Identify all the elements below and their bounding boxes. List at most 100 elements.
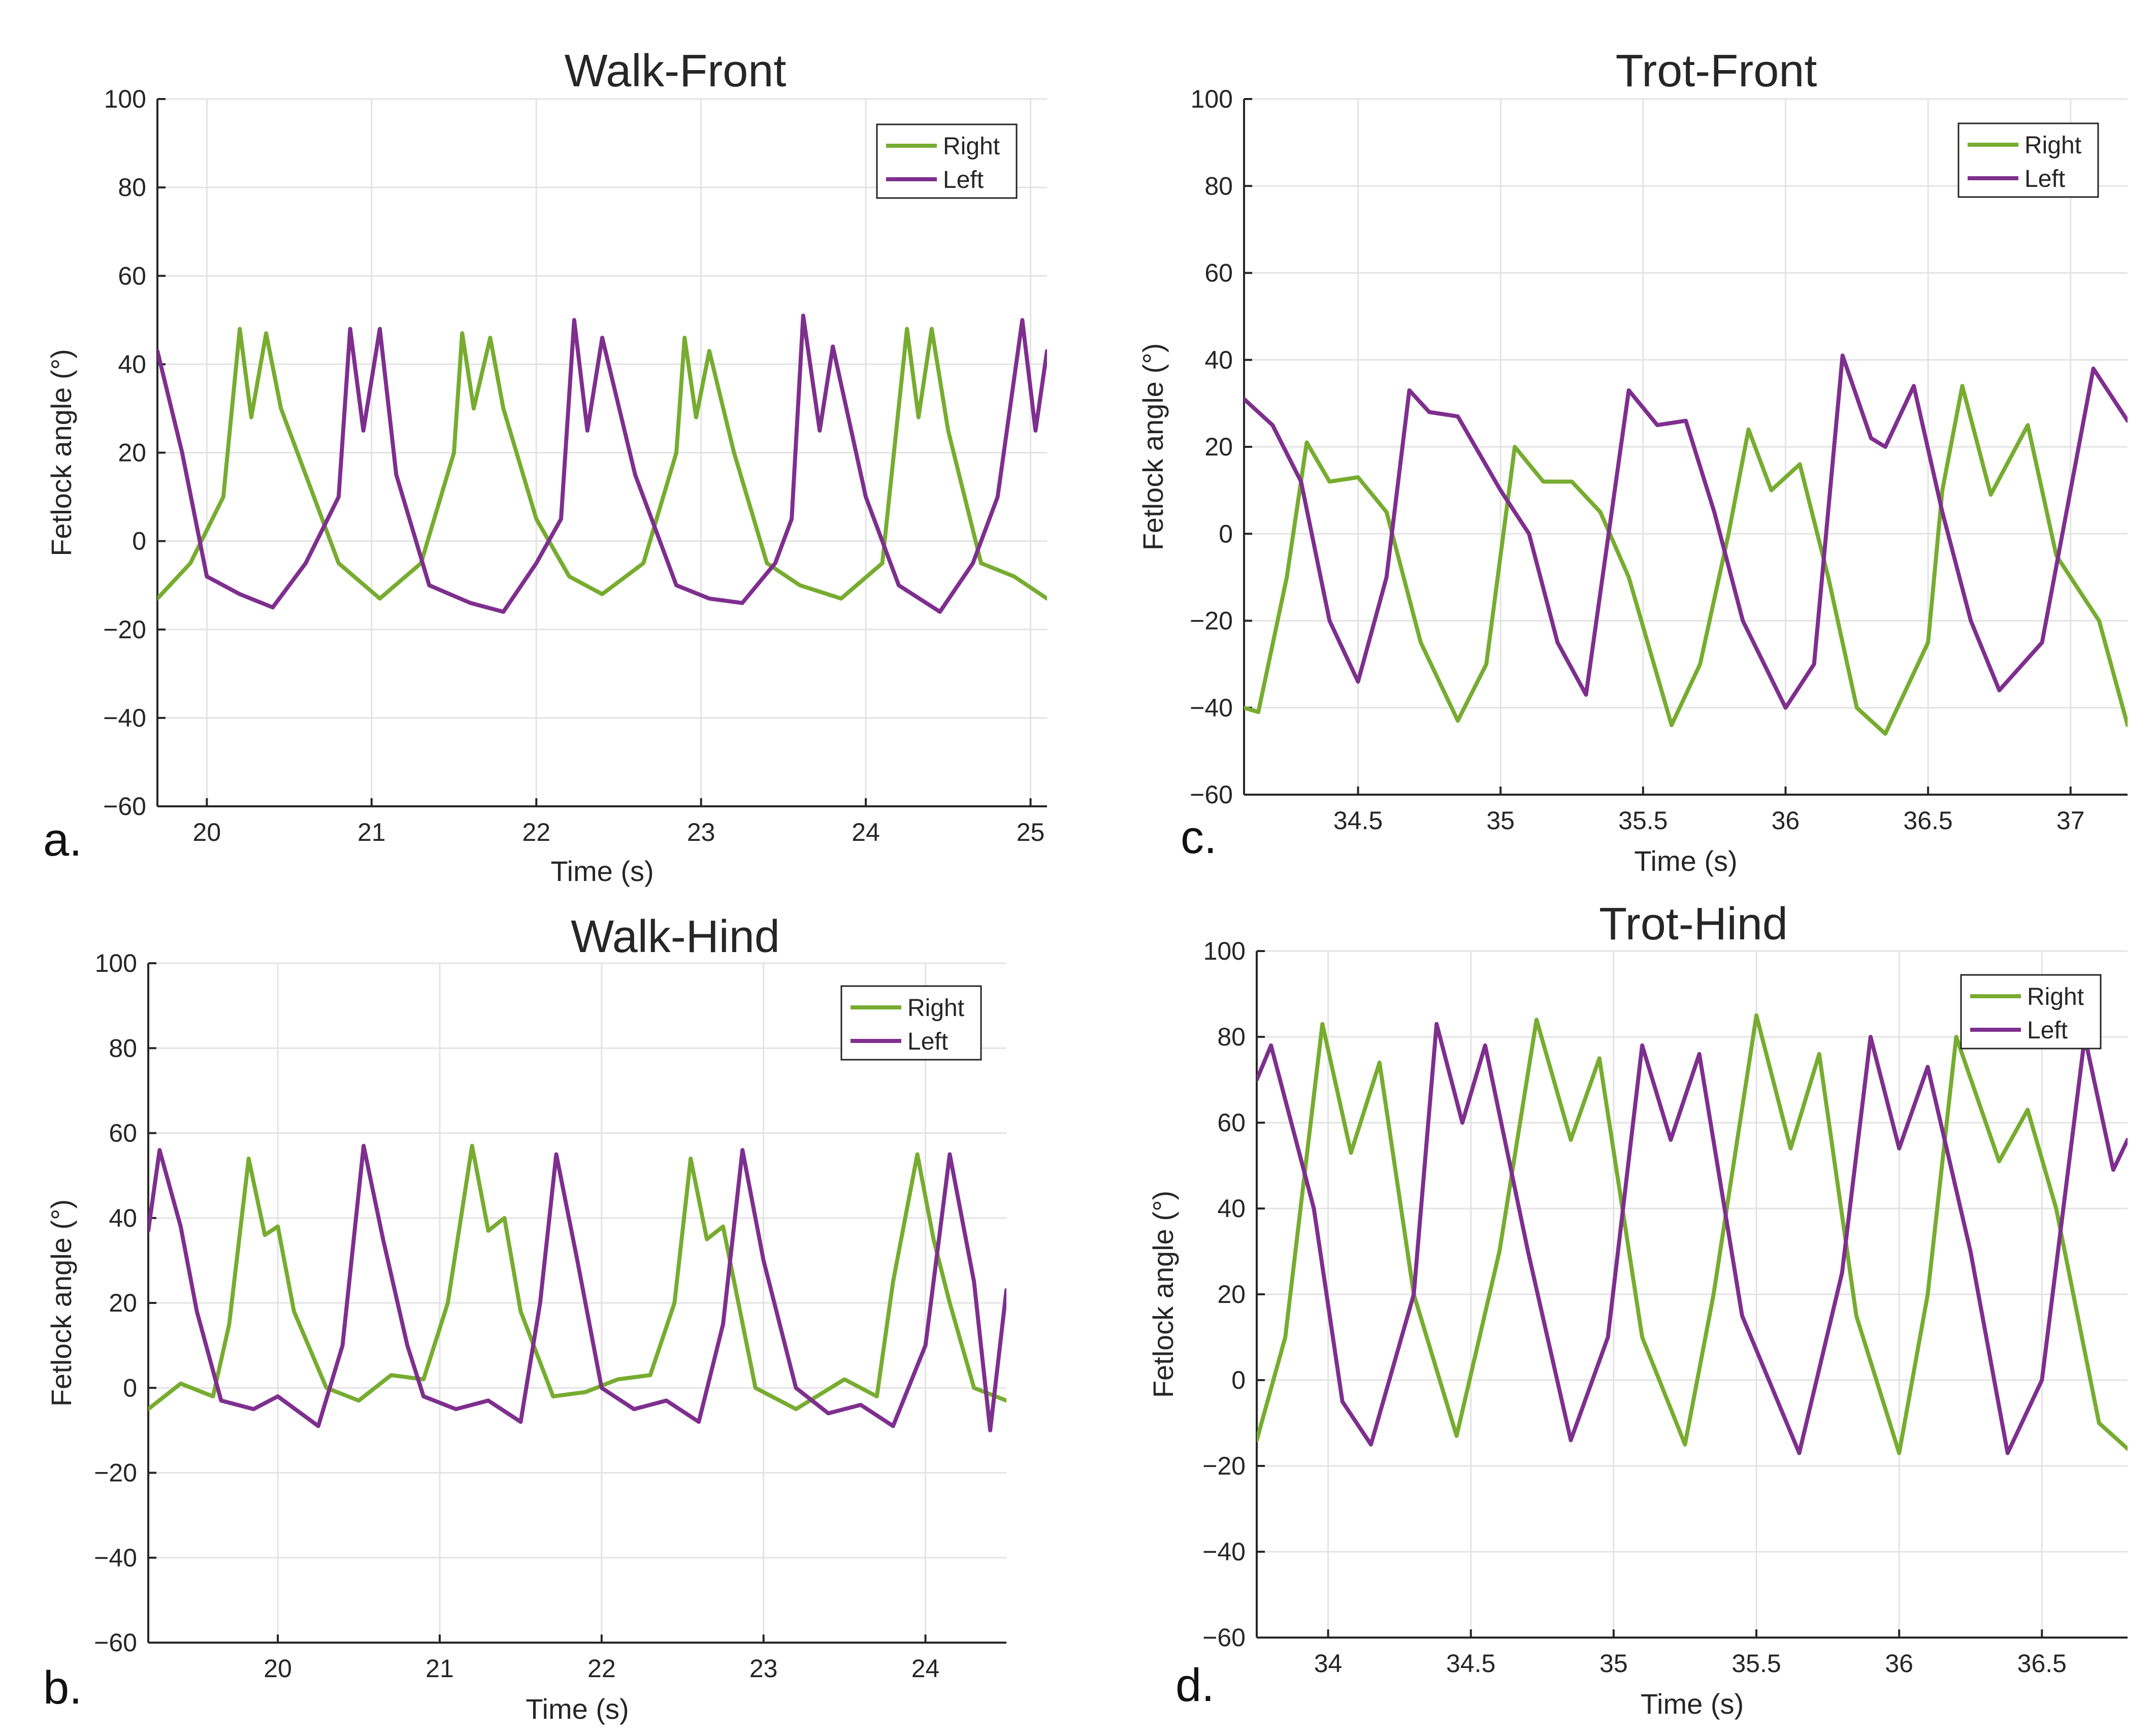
y-tick-label: −40 <box>103 704 146 732</box>
x-axis-label: Time (s) <box>526 1693 629 1725</box>
panel-walk-hind: 20 21 22 23 24 −60 −40 −20 0 20 40 60 80 100 Walk-Hind… <box>43 911 1006 1725</box>
y-tick-label: −60 <box>94 1628 137 1657</box>
y-tick-label: −60 <box>103 792 146 821</box>
y-tick-label: 20 <box>109 1289 137 1317</box>
y-tick-label: 80 <box>1217 1023 1246 1051</box>
x-tick-label: 34.5 <box>1333 806 1383 835</box>
y-tick-label: −60 <box>1202 1623 1246 1652</box>
y-tick-label: 40 <box>118 350 146 378</box>
legend: Right Left <box>876 123 1018 199</box>
chart-title: Walk-Hind <box>571 911 780 962</box>
panel-trot-hind: 34 34.5 35 35.5 36 36.5 −60 −40 −20 0 20 40 60 80 100 T… <box>1147 899 2128 1720</box>
legend-label-left: Left <box>943 167 984 193</box>
y-tick-label: 0 <box>123 1374 137 1402</box>
x-tick-label: 35 <box>1599 1649 1628 1678</box>
legend-label-right: Right <box>2027 984 2084 1010</box>
series-line-left <box>148 1143 1006 1432</box>
legend-label-right: Right <box>943 133 1000 160</box>
x-tick-label: 35 <box>1486 806 1515 835</box>
y-tick-label: 40 <box>109 1204 137 1232</box>
legend-label-right: Right <box>907 995 964 1022</box>
panel-letter: c. <box>1181 811 1217 863</box>
y-tick-label: −20 <box>1202 1452 1246 1480</box>
legend: Right Left <box>840 985 982 1061</box>
legend-box <box>1957 122 2099 198</box>
x-tick-label: 23 <box>687 818 715 846</box>
legend-box <box>840 985 982 1061</box>
panel-letter: b. <box>43 1662 82 1714</box>
y-tick-label: 60 <box>1204 259 1233 287</box>
y-tick-label: 80 <box>118 173 146 202</box>
x-tick-label: 22 <box>522 818 550 846</box>
x-tick-label: 20 <box>264 1654 292 1683</box>
y-tick-label: 100 <box>95 949 137 977</box>
legend-label-left: Left <box>2027 1017 2068 1044</box>
x-tick-label: 36 <box>1885 1649 1913 1678</box>
series-line-left <box>157 313 1047 614</box>
legend-label-right: Right <box>2024 132 2081 159</box>
y-tick-label: −40 <box>1190 694 1233 722</box>
y-tick-label: −40 <box>94 1544 137 1572</box>
x-tick-label: 36.5 <box>1903 806 1952 835</box>
y-tick-label: 80 <box>109 1034 137 1062</box>
y-tick-label: 0 <box>132 527 146 555</box>
x-tick-label: 21 <box>426 1654 454 1683</box>
y-tick-label: 60 <box>118 262 146 290</box>
y-tick-label: 0 <box>1219 519 1233 548</box>
x-tick-label: 34 <box>1314 1649 1343 1678</box>
y-axis-label: Fetlock angle (°) <box>45 349 77 556</box>
y-tick-label: 20 <box>1217 1280 1246 1309</box>
x-tick-label: 35.5 <box>1732 1649 1781 1678</box>
y-tick-label: 20 <box>1204 433 1233 461</box>
y-axis-label: Fetlock angle (°) <box>1137 343 1169 550</box>
x-tick-label: 25 <box>1017 818 1045 846</box>
x-axis-label: Time (s) <box>1641 1688 1744 1720</box>
legend-box <box>876 123 1018 199</box>
chart-title: Walk-Front <box>565 46 787 96</box>
y-axis-label: Fetlock angle (°) <box>1147 1191 1179 1398</box>
legend-label-left: Left <box>907 1028 948 1055</box>
panel-letter: a. <box>43 814 82 866</box>
chart-title: Trot-Hind <box>1599 899 1788 950</box>
x-tick-label: 23 <box>749 1654 778 1683</box>
series-line-right <box>148 1143 1006 1412</box>
panel-letter: d. <box>1175 1659 1215 1711</box>
series-line-left <box>1257 1022 2128 1455</box>
x-tick-label: 34.5 <box>1446 1649 1495 1678</box>
panel-walk-front: 20 21 22 23 24 25 −60 −40 −20 0 20 40 60 80 100 Walk-Fr… <box>43 46 1047 887</box>
x-tick-label: 37 <box>2056 806 2085 835</box>
legend: Right Left <box>1960 974 2102 1050</box>
series-line-right <box>1257 1013 2128 1455</box>
x-tick-label: 24 <box>911 1654 940 1683</box>
y-tick-label: 100 <box>1191 85 1233 113</box>
y-tick-label: 60 <box>109 1119 137 1148</box>
series-line-left <box>1244 353 2128 710</box>
y-axis-label: Fetlock angle (°) <box>45 1199 77 1407</box>
x-tick-label: 24 <box>852 818 880 846</box>
legend-label-left: Left <box>2024 166 2065 192</box>
y-tick-label: 40 <box>1204 346 1233 374</box>
y-tick-label: 0 <box>1231 1366 1246 1394</box>
x-tick-label: 20 <box>193 818 221 846</box>
x-tick-label: 22 <box>587 1654 616 1683</box>
x-tick-label: 21 <box>357 818 386 846</box>
y-tick-label: 100 <box>1203 937 1246 965</box>
chart-title: Trot-Front <box>1616 46 1817 96</box>
legend: Right Left <box>1957 122 2099 198</box>
legend-box <box>1960 974 2102 1050</box>
y-tick-label: −20 <box>103 615 146 644</box>
x-tick-label: 36.5 <box>2017 1649 2067 1678</box>
x-axis-label: Time (s) <box>1634 845 1737 877</box>
y-tick-label: 60 <box>1217 1108 1246 1137</box>
series-line-right <box>1244 384 2128 736</box>
y-tick-label: −60 <box>1190 780 1233 809</box>
y-tick-label: 100 <box>104 85 146 113</box>
y-tick-label: 40 <box>1217 1194 1246 1223</box>
y-tick-label: 80 <box>1204 172 1233 200</box>
x-axis-label: Time (s) <box>550 855 654 887</box>
y-tick-label: 20 <box>118 439 146 467</box>
panel-trot-front: 34.5 35 35.5 36 36.5 37 −60 −40 −20 0 20 40 60 80 100 T… <box>1137 46 2128 877</box>
y-tick-label: −40 <box>1202 1538 1246 1566</box>
series-line-right <box>157 326 1047 601</box>
